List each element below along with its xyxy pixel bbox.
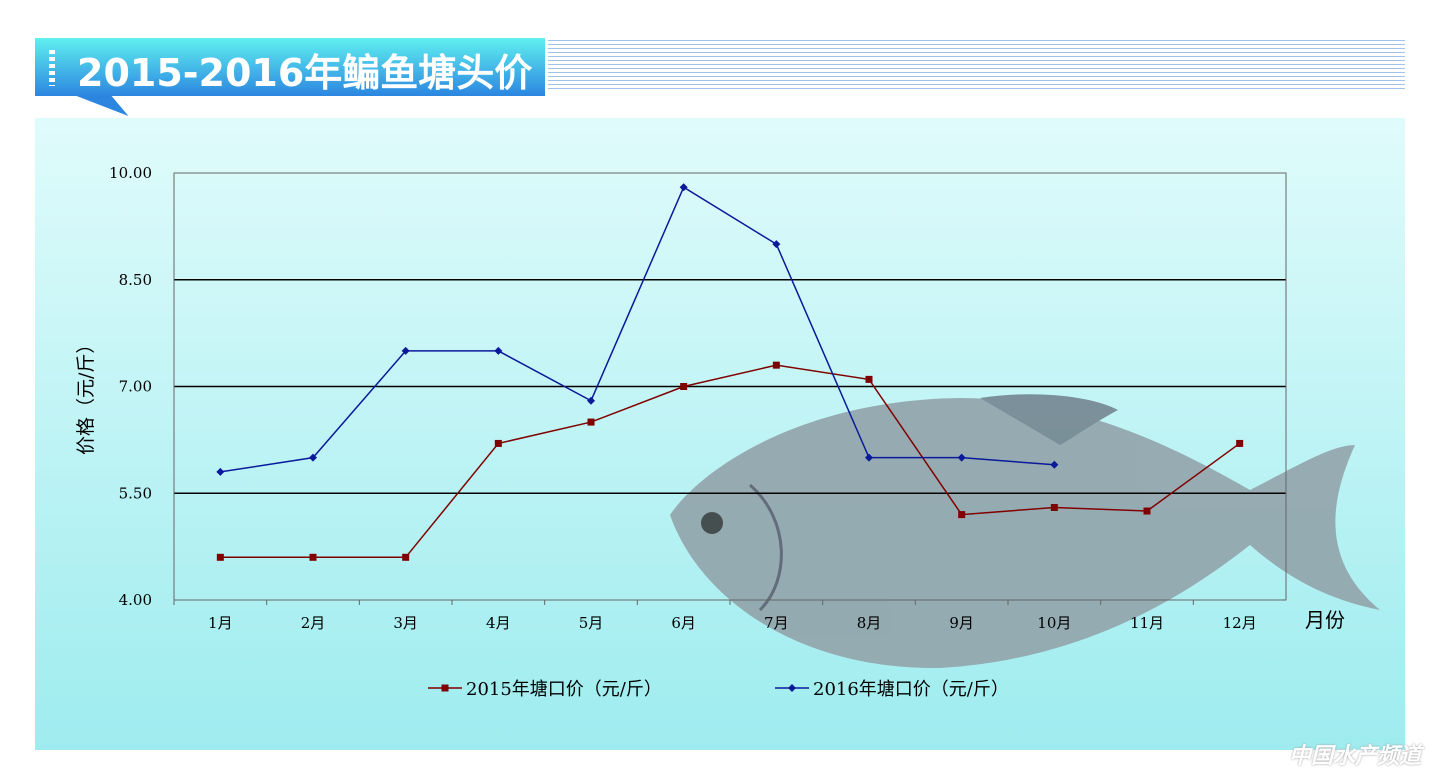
x-tick-label: 1月 bbox=[208, 614, 233, 632]
title-banner: 2015-2016年鳊鱼塘头价 bbox=[35, 38, 545, 96]
legend-label: 2016年塘口价（元/斤） bbox=[813, 679, 1009, 700]
x-tick-label: 11月 bbox=[1130, 614, 1164, 632]
data-point bbox=[865, 375, 873, 383]
data-point bbox=[680, 383, 688, 390]
x-tick-label: 8月 bbox=[857, 614, 882, 632]
data-point bbox=[402, 553, 410, 561]
x-axis-label: 月份 bbox=[1305, 608, 1345, 632]
x-tick-label: 6月 bbox=[671, 614, 696, 632]
data-point bbox=[1236, 439, 1244, 447]
data-point bbox=[587, 418, 595, 426]
data-point bbox=[1143, 507, 1151, 515]
y-tick-label: 7.00 bbox=[119, 378, 152, 396]
legend-marker bbox=[788, 684, 796, 692]
data-point bbox=[401, 346, 410, 355]
fish-image bbox=[670, 394, 1380, 669]
x-tick-label: 2月 bbox=[301, 614, 326, 632]
y-axis-label: 价格（元/斤） bbox=[75, 335, 97, 455]
x-tick-label: 10月 bbox=[1037, 614, 1071, 632]
y-tick-label: 10.00 bbox=[109, 164, 152, 182]
y-tick-label: 8.50 bbox=[119, 271, 152, 289]
x-tick-label: 5月 bbox=[579, 614, 604, 632]
data-point bbox=[679, 183, 688, 192]
y-tick-label: 5.50 bbox=[119, 484, 152, 502]
data-point bbox=[1050, 460, 1059, 469]
stripes-decoration bbox=[548, 40, 1405, 92]
x-tick-label: 9月 bbox=[949, 614, 974, 632]
x-tick-label: 12月 bbox=[1223, 614, 1257, 632]
data-point bbox=[772, 361, 780, 369]
x-tick-label: 3月 bbox=[393, 614, 418, 632]
data-point bbox=[957, 453, 966, 462]
chart-title: 2015-2016年鳊鱼塘头价 bbox=[77, 51, 533, 95]
data-point bbox=[494, 439, 502, 447]
y-tick-label: 4.00 bbox=[119, 591, 152, 609]
watermark-logo: 中国水产频道 bbox=[1288, 744, 1421, 769]
data-point bbox=[216, 467, 225, 476]
data-point bbox=[587, 396, 595, 405]
legend-marker bbox=[441, 684, 449, 692]
data-point bbox=[1050, 503, 1058, 511]
series-line-1 bbox=[220, 186, 1055, 473]
data-point bbox=[958, 511, 966, 519]
data-point bbox=[865, 453, 873, 462]
dots-decoration bbox=[49, 50, 55, 86]
chart-panel bbox=[35, 118, 1405, 750]
series-line-0 bbox=[220, 364, 1241, 559]
data-point bbox=[494, 346, 503, 355]
data-point bbox=[309, 553, 317, 561]
legend-label: 2015年塘口价（元/斤） bbox=[466, 679, 662, 700]
x-tick-label: 4月 bbox=[486, 614, 511, 632]
data-point bbox=[309, 453, 317, 462]
x-tick-label: 7月 bbox=[764, 614, 789, 632]
data-point bbox=[772, 240, 781, 249]
data-point bbox=[216, 553, 224, 561]
